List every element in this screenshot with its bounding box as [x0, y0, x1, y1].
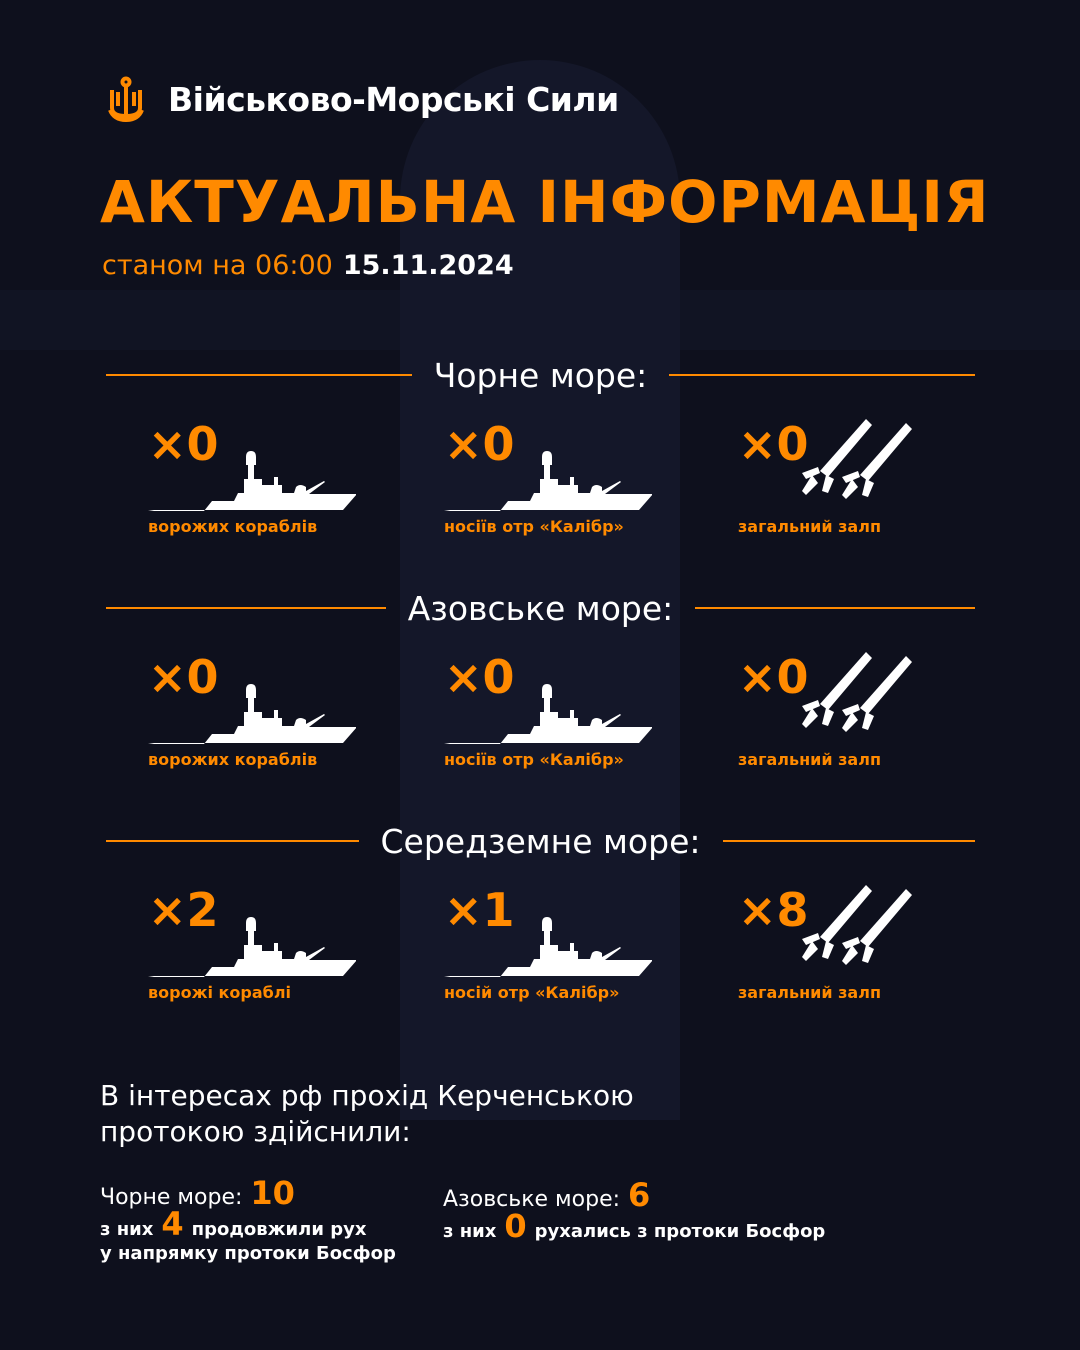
black-prefix: з них [100, 1219, 154, 1240]
divider [722, 840, 976, 842]
stat-label: ворожих кораблів [148, 750, 318, 769]
stat-carriers: ×0 носіїв отр «Калібр» [444, 650, 684, 770]
stat-count: ×0 [148, 417, 219, 471]
stat-label: ворожі кораблі [148, 983, 292, 1002]
sea-name: Чорне море: [433, 355, 648, 395]
azov-count: 0 [504, 1207, 527, 1245]
stat-count: ×0 [444, 417, 515, 471]
divider [669, 374, 975, 376]
stat-ships: ×0 ворожих кораблів [148, 417, 388, 537]
sea-name: Азовське море: [407, 588, 674, 628]
divider [695, 607, 975, 609]
kerch-title: В інтересах рф прохід Керченською проток… [100, 1078, 634, 1150]
black-text2: у напрямку протоки Босфор [100, 1243, 396, 1264]
warship-icon [444, 684, 652, 744]
azov-prefix: з них [443, 1221, 497, 1242]
status-prefix: станом на 06:00 [102, 250, 333, 281]
azov-text1: рухались з протоки Босфор [534, 1221, 826, 1242]
stat-label: загальний залп [738, 517, 881, 536]
warship-icon [444, 917, 652, 977]
stat-label: носіїв отр «Калібр» [444, 750, 624, 769]
warship-icon [148, 917, 356, 977]
divider [106, 607, 386, 609]
stat-ships: ×0 ворожих кораблів [148, 650, 388, 770]
navy-anchor-logo-icon [108, 76, 144, 123]
azov-sea-label: Азовське море: [443, 1187, 621, 1212]
stat-ships: ×2 ворожі кораблі [148, 883, 388, 1003]
kerch-azov-sea: Азовське море: 6 з них 0 рухались з протоки… [443, 1176, 825, 1244]
missile-salvo-icon [802, 419, 912, 499]
stat-count: ×1 [444, 883, 515, 937]
stat-salvo: ×0 загальний залп [738, 650, 978, 770]
missile-salvo-icon [802, 652, 912, 732]
status-date: 15.11.2024 [342, 250, 514, 281]
stat-carriers: ×0 носіїв отр «Калібр» [444, 417, 684, 537]
missile-salvo-icon [802, 885, 912, 965]
stat-count: ×8 [738, 883, 809, 937]
sea-name: Середземне море: [380, 821, 701, 861]
sea-header: Азовське море: [106, 588, 975, 628]
emblem-watermark-arm [0, 290, 1080, 350]
warship-icon [148, 451, 356, 511]
kerch-black-sea: Чорне море: 10 з них 4 продовжили рух у нап… [100, 1174, 396, 1266]
warship-icon [444, 451, 652, 511]
black-text1: продовжили рух [191, 1219, 367, 1240]
stat-count: ×0 [738, 417, 809, 471]
stat-salvo: ×0 загальний залп [738, 417, 978, 537]
stat-label: ворожих кораблів [148, 517, 318, 536]
stat-count: ×2 [148, 883, 219, 937]
black-sea-label: Чорне море: [100, 1185, 243, 1210]
stat-count: ×0 [148, 650, 219, 704]
stat-count: ×0 [738, 650, 809, 704]
stat-count: ×0 [444, 650, 515, 704]
azov-sea-total: 6 [628, 1176, 651, 1214]
stat-label: носіїв отр «Калібр» [444, 517, 624, 536]
kerch-title-line1: В інтересах рф прохід Керченською [100, 1079, 634, 1112]
stat-carriers: ×1 носій отр «Калібр» [444, 883, 684, 1003]
org-name: Військово-Морські Сили [168, 80, 619, 119]
emblem-watermark [400, 60, 680, 1120]
divider [106, 840, 359, 842]
black-sea-total: 10 [250, 1174, 295, 1212]
sea-header: Середземне море: [106, 821, 976, 861]
kerch-title-line2: протокою здійснили: [100, 1115, 411, 1148]
black-count: 4 [161, 1205, 184, 1243]
stat-label: загальний залп [738, 983, 881, 1002]
stat-label: загальний залп [738, 750, 881, 769]
status-time: станом на 06:00 15.11.2024 [102, 250, 514, 281]
stat-salvo: ×8 загальний залп [738, 883, 978, 1003]
page-title: АКТУАЛЬНА ІНФОРМАЦІЯ [100, 168, 990, 236]
warship-icon [148, 684, 356, 744]
divider [106, 374, 412, 376]
stat-label: носій отр «Калібр» [444, 983, 620, 1002]
sea-header: Чорне море: [106, 355, 975, 395]
